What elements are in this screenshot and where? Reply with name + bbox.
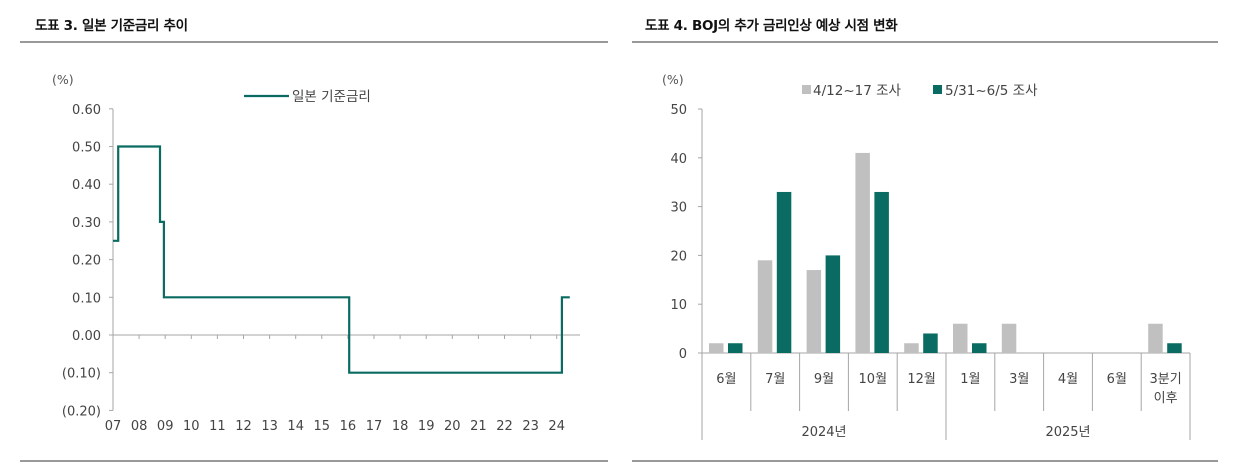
legend-label-jun: 5/31~6/5 조사 [945,83,1038,99]
left-x-tick-label: 13 [261,419,278,434]
x-group-label: 2025년 [1045,425,1090,440]
left-x-tick-label: 19 [418,419,435,434]
bar-survey-apr [1001,323,1017,353]
left-x-tick-label: 18 [392,419,409,434]
left-chart-panel: 도표 3. 일본 기준금리 추이 (%) 0.60 0.50 0.40 0.30 0.20… [0,0,620,465]
left-y-tick-label: 0.50 [72,141,101,156]
left-y-tick-label: 0.40 [72,178,101,193]
legend-swatch-jun [933,85,942,94]
legend-label-apr: 4/12~17 조사 [813,83,902,99]
left-y-tick-label: 0.30 [72,216,101,231]
right-y-tick-label: 20 [670,249,687,264]
right-chart-title: 도표 4. BOJ의 추가 금리인상 예상 시점 변화 [645,18,898,34]
left-title-rule [20,41,608,43]
x-category-label: 9월 [814,372,834,387]
right-y-tick-label: 40 [670,152,687,167]
left-x-tick-label: 21 [470,419,487,434]
x-category-label: 이후 [1154,391,1178,406]
x-category-label: 1월 [960,372,980,387]
x-category-label: 6월 [1107,372,1127,387]
bar-survey-apr [1148,323,1163,353]
left-y-tick-label: 0.60 [72,103,101,118]
bar-survey-jun [1167,343,1182,353]
right-chart-panel: 도표 4. BOJ의 추가 금리인상 예상 시점 변화 (%) 50 40 30 20 1… [620,0,1245,465]
left-y-tick-label: (0.20) [62,404,101,419]
left-x-tick-label: 15 [314,419,331,434]
x-category-label: 10월 [859,372,888,387]
right-y-tick-label: 0 [679,347,687,362]
left-x-tick-label: 07 [105,419,122,434]
left-x-tick-label: 20 [444,419,461,434]
bar-survey-apr [855,152,870,353]
x-category-label: 3월 [1009,372,1029,387]
bar-survey-apr [806,270,822,353]
bar-survey-jun [972,343,987,353]
left-y-tick-label: (0.10) [62,367,101,382]
x-group-label: 2024년 [801,425,846,440]
x-category-label: 7월 [765,372,785,387]
left-x-tick-label: 08 [131,419,148,434]
rate-line [113,145,570,374]
bar-survey-jun [728,343,743,353]
left-x-tick-label: 23 [522,419,539,434]
right-title-rule [632,41,1218,43]
left-chart-title: 도표 3. 일본 기준금리 추이 [35,18,188,34]
left-x-tick-label: 14 [287,419,304,434]
left-x-tick-label: 24 [548,419,565,434]
left-x-tick-label: 16 [340,419,357,434]
bar-survey-jun [825,255,841,353]
bar-survey-jun [923,333,938,353]
x-category-label: 12월 [907,372,936,387]
left-x-tick-label: 09 [157,419,174,434]
left-y-tick-label: 0.20 [72,254,101,269]
bar-survey-apr [757,260,773,353]
bar-survey-apr [904,343,919,353]
bar-survey-jun [776,191,792,353]
left-bottom-rule [20,460,608,462]
left-y-tick-label: 0.10 [72,291,101,306]
left-x-tick-label: 11 [209,419,226,434]
bar-survey-apr [709,343,724,353]
right-bottom-rule [632,460,1218,462]
left-x-tick-label: 10 [183,419,200,434]
x-category-label: 6월 [716,372,736,387]
rate-line-chart: (%) 0.60 0.50 0.40 0.30 0.20 0.10 0.00 (0.10) (0.… [52,72,580,434]
bar-survey-apr [953,323,968,353]
right-y-tick-label: 30 [670,201,687,216]
right-y-tick-label: 10 [670,298,687,313]
left-x-tick-label: 17 [366,419,383,434]
left-x-tick-label: 22 [496,419,513,434]
right-y-tick-label: 50 [670,103,687,118]
left-x-tick-label: 12 [235,419,252,434]
left-y-tick-label: 0.00 [72,329,101,344]
left-unit-label: (%) [52,72,74,87]
x-category-label: 4월 [1058,372,1078,387]
left-legend-label: 일본 기준금리 [292,89,371,105]
right-unit-label: (%) [662,72,684,87]
x-category-label: 3분기 [1149,372,1181,387]
legend-swatch-apr [802,85,811,94]
bar-survey-jun [874,191,889,353]
